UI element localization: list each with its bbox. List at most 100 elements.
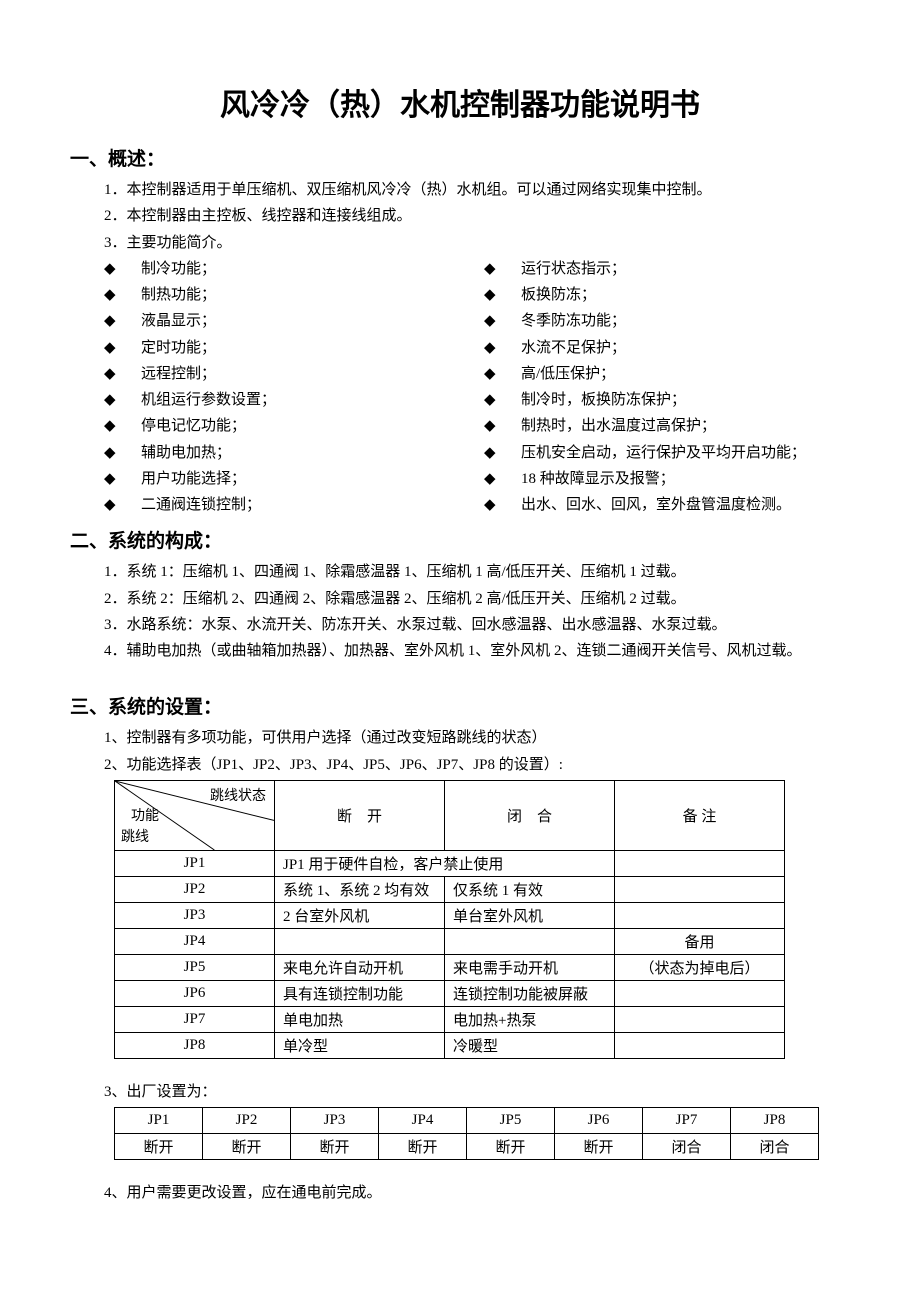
s2-item: 1．系统 1：压缩机 1、四通阀 1、除霜感温器 1、压缩机 1 高/低压开关、… bbox=[70, 559, 850, 585]
table-row: JP7单电加热电加热+热泵 bbox=[115, 1006, 785, 1032]
feature-text: 制热时，出水温度过高保护； bbox=[506, 413, 716, 439]
feature-item: ◆ 18 种故障显示及报警； bbox=[484, 466, 850, 492]
cell-note bbox=[615, 980, 785, 1006]
diamond-bullet-icon: ◆ bbox=[484, 440, 506, 466]
cell-open: 来电允许自动开机 bbox=[275, 954, 445, 980]
hdr-diag-bl: 跳线 bbox=[121, 826, 149, 846]
cell-jp: JP2 bbox=[115, 876, 275, 902]
cell-jp: JP7 bbox=[115, 1006, 275, 1032]
cell-jp: JP8 bbox=[115, 1032, 275, 1058]
cell-note: 备用 bbox=[615, 928, 785, 954]
feature-text: 水流不足保护； bbox=[506, 335, 626, 361]
feature-col-right: ◆ 运行状态指示；◆ 板换防冻；◆ 冬季防冻功能；◆ 水流不足保护；◆ 高/低压… bbox=[484, 256, 850, 519]
feature-item: ◆ 制热时，出水温度过高保护； bbox=[484, 413, 850, 439]
cell-close bbox=[445, 928, 615, 954]
cell-open: 2 台室外风机 bbox=[275, 902, 445, 928]
cell-open: 单电加热 bbox=[275, 1006, 445, 1032]
s1-p3: 3．主要功能简介。 bbox=[70, 230, 850, 256]
hdr-close: 闭 合 bbox=[445, 780, 615, 850]
function-select-table: 跳线状态 功能 跳线 断 开 闭 合 备 注 JP1JP1 用于硬件自检，客户禁… bbox=[114, 780, 785, 1059]
feature-text: 定时功能； bbox=[126, 335, 216, 361]
cell-close: 仅系统 1 有效 bbox=[445, 876, 615, 902]
cell-note bbox=[615, 850, 785, 876]
diamond-bullet-icon: ◆ bbox=[484, 413, 506, 439]
feature-text: 机组运行参数设置； bbox=[126, 387, 276, 413]
factory-val-cell: 断开 bbox=[115, 1134, 203, 1160]
factory-settings-table: JP1JP2JP3JP4JP5JP6JP7JP8 断开断开断开断开断开断开闭合闭… bbox=[114, 1107, 819, 1160]
cell-open: 具有连锁控制功能 bbox=[275, 980, 445, 1006]
cell-span: JP1 用于硬件自检，客户禁止使用 bbox=[275, 850, 615, 876]
cell-open: 系统 1、系统 2 均有效 bbox=[275, 876, 445, 902]
table-row: JP1JP1 用于硬件自检，客户禁止使用 bbox=[115, 850, 785, 876]
s3-p3: 3、出厂设置为： bbox=[70, 1079, 850, 1105]
feature-item: ◆ 压机安全启动，运行保护及平均开启功能； bbox=[484, 440, 850, 466]
table-row: JP5来电允许自动开机来电需手动开机（状态为掉电后） bbox=[115, 954, 785, 980]
diamond-bullet-icon: ◆ bbox=[484, 282, 506, 308]
s2-item: 2．系统 2：压缩机 2、四通阀 2、除霜感温器 2、压缩机 2 高/低压开关、… bbox=[70, 586, 850, 612]
s3-p4: 4、用户需要更改设置，应在通电前完成。 bbox=[70, 1180, 850, 1206]
hdr-diag-ml: 功能 bbox=[131, 805, 159, 825]
hdr-diag-tr: 跳线状态 bbox=[210, 785, 266, 805]
feature-text: 液晶显示； bbox=[126, 308, 216, 334]
factory-head-cell: JP7 bbox=[643, 1108, 731, 1134]
feature-text: 运行状态指示； bbox=[506, 256, 626, 282]
diamond-bullet-icon: ◆ bbox=[484, 361, 506, 387]
table-row: JP8单冷型冷暖型 bbox=[115, 1032, 785, 1058]
cell-jp: JP1 bbox=[115, 850, 275, 876]
cell-close: 来电需手动开机 bbox=[445, 954, 615, 980]
section3-head: 三、系统的设置： bbox=[70, 692, 850, 719]
s3-p2: 2、功能选择表（JP1、JP2、JP3、JP4、JP5、JP6、JP7、JP8 … bbox=[70, 752, 850, 778]
diagonal-header-cell: 跳线状态 功能 跳线 bbox=[115, 781, 274, 850]
factory-val-cell: 断开 bbox=[555, 1134, 643, 1160]
feature-item: ◆ 定时功能； bbox=[104, 335, 484, 361]
diamond-bullet-icon: ◆ bbox=[104, 308, 126, 334]
s1-p1: 1．本控制器适用于单压缩机、双压缩机风冷冷（热）水机组。可以通过网络实现集中控制… bbox=[70, 177, 850, 203]
cell-note bbox=[615, 876, 785, 902]
feature-item: ◆ 用户功能选择； bbox=[104, 466, 484, 492]
feature-text: 板换防冻； bbox=[506, 282, 596, 308]
feature-item: ◆ 二通阀连锁控制； bbox=[104, 492, 484, 518]
feature-item: ◆ 高/低压保护； bbox=[484, 361, 850, 387]
feature-item: ◆ 运行状态指示； bbox=[484, 256, 850, 282]
feature-text: 出水、回水、回风，室外盘管温度检测。 bbox=[506, 492, 791, 518]
factory-head-cell: JP6 bbox=[555, 1108, 643, 1134]
feature-item: ◆ 冬季防冻功能； bbox=[484, 308, 850, 334]
feature-text: 18 种故障显示及报警； bbox=[506, 466, 675, 492]
factory-val-cell: 闭合 bbox=[731, 1134, 819, 1160]
cell-close: 单台室外风机 bbox=[445, 902, 615, 928]
cell-open: 单冷型 bbox=[275, 1032, 445, 1058]
cell-jp: JP5 bbox=[115, 954, 275, 980]
diamond-bullet-icon: ◆ bbox=[484, 335, 506, 361]
feature-item: ◆ 制冷时，板换防冻保护； bbox=[484, 387, 850, 413]
feature-text: 压机安全启动，运行保护及平均开启功能； bbox=[506, 440, 806, 466]
factory-val-cell: 断开 bbox=[291, 1134, 379, 1160]
table-row: JP32 台室外风机单台室外风机 bbox=[115, 902, 785, 928]
s2-item: 4．辅助电加热（或曲轴箱加热器）、加热器、室外风机 1、室外风机 2、连锁二通阀… bbox=[70, 638, 850, 664]
section2-head: 二、系统的构成： bbox=[70, 526, 850, 553]
table-row: JP2系统 1、系统 2 均有效仅系统 1 有效 bbox=[115, 876, 785, 902]
cell-jp: JP6 bbox=[115, 980, 275, 1006]
factory-val-cell: 断开 bbox=[467, 1134, 555, 1160]
feature-item: ◆ 停电记忆功能； bbox=[104, 413, 484, 439]
feature-item: ◆ 远程控制； bbox=[104, 361, 484, 387]
hdr-note: 备 注 bbox=[615, 780, 785, 850]
cell-close: 冷暖型 bbox=[445, 1032, 615, 1058]
table-row: JP4备用 bbox=[115, 928, 785, 954]
feature-text: 二通阀连锁控制； bbox=[126, 492, 261, 518]
factory-head-cell: JP8 bbox=[731, 1108, 819, 1134]
cell-note: （状态为掉电后） bbox=[615, 954, 785, 980]
factory-val-cell: 断开 bbox=[379, 1134, 467, 1160]
s1-p2: 2．本控制器由主控板、线控器和连接线组成。 bbox=[70, 203, 850, 229]
diamond-bullet-icon: ◆ bbox=[484, 308, 506, 334]
feature-item: ◆ 液晶显示； bbox=[104, 308, 484, 334]
feature-item: ◆ 板换防冻； bbox=[484, 282, 850, 308]
feature-columns: ◆ 制冷功能；◆ 制热功能；◆ 液晶显示；◆ 定时功能；◆ 远程控制；◆ 机组运… bbox=[70, 256, 850, 519]
diamond-bullet-icon: ◆ bbox=[104, 387, 126, 413]
cell-jp: JP3 bbox=[115, 902, 275, 928]
cell-note bbox=[615, 902, 785, 928]
diamond-bullet-icon: ◆ bbox=[104, 361, 126, 387]
factory-head-cell: JP3 bbox=[291, 1108, 379, 1134]
factory-val-cell: 闭合 bbox=[643, 1134, 731, 1160]
diamond-bullet-icon: ◆ bbox=[104, 256, 126, 282]
feature-item: ◆ 制冷功能； bbox=[104, 256, 484, 282]
